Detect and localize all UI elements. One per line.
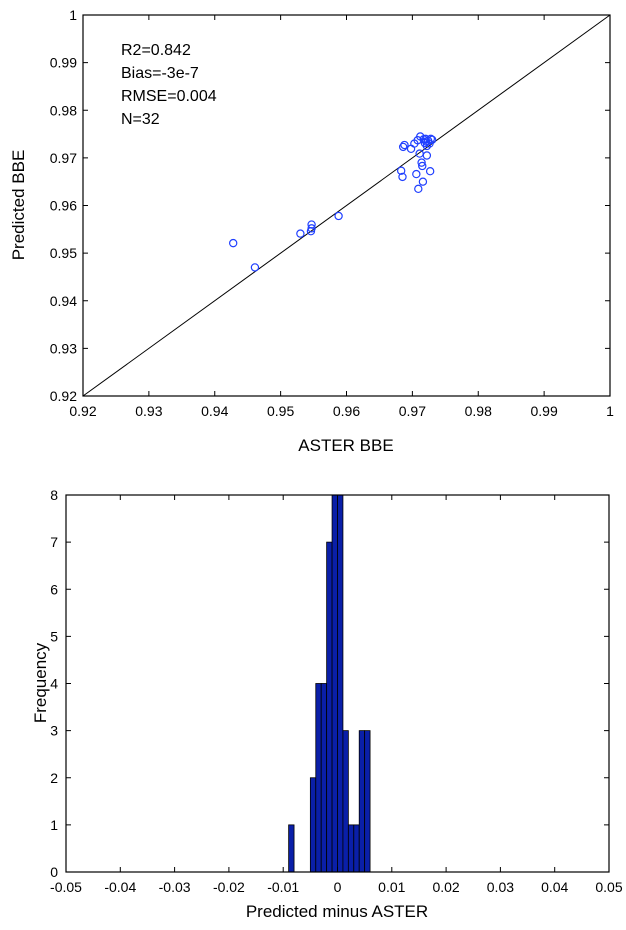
scatter-x-tick-label: 0.93 [135,403,162,419]
scatter-point [418,161,427,171]
scatter-y-tick-label: 0.95 [50,245,77,261]
scatter-y-tick-label: 0.97 [50,150,77,166]
scatter-x-axis-label: ASTER BBE [298,436,393,455]
stats-annotation-line: R2=0.842 [121,42,191,59]
scatter-point [250,263,260,272]
scatter-y-tick-label: 1 [69,7,77,23]
histogram-y-axis-label: Frequency [31,642,50,723]
scatter-point [425,167,435,176]
histogram-bar [347,824,355,873]
histogram-bar [353,824,360,873]
histogram-bar [342,730,349,873]
histogram-bar [309,777,317,873]
scatter-x-tick-label: 1 [606,403,614,419]
histogram-y-tick-label: 5 [50,628,58,644]
histogram-y-tick-label: 3 [50,723,58,739]
histogram-chart: -0.05 -0.04 -0.03 -0.02 -0.01 0 0.01 0.02 0.03 0.… [31,487,623,921]
histogram-x-tick-label: 0 [334,879,342,895]
stats-annotation-line: RMSE=0.004 [121,88,217,105]
scatter-y-tick-label: 0.98 [50,102,77,118]
one-to-one-line [82,14,611,397]
scatter-point [398,172,407,182]
scatter-x-tick-label: 0.95 [267,403,294,419]
histogram-y-ticks: 0 1 2 3 4 5 6 7 8 [50,487,609,880]
scatter-y-axis-label: Predicted BBE [9,150,28,261]
histogram-x-tick-label: 0.04 [541,879,568,895]
scatter-point [422,141,432,151]
histogram-y-tick-label: 0 [50,864,58,880]
histogram-x-axis-label: Predicted minus ASTER [246,902,428,921]
histogram-x-tick-label: -0.02 [213,879,245,895]
scatter-point [334,211,343,221]
histogram-y-tick-label: 4 [50,676,58,692]
histogram-y-tick-label: 6 [50,581,58,597]
histogram-bar [331,494,338,873]
histogram-x-tick-label: 0.02 [432,879,459,895]
histogram-y-tick-label: 2 [50,770,58,786]
histogram-bar [315,683,322,873]
scatter-point [296,229,305,238]
histogram-bar [320,683,328,873]
scatter-x-tick-label: 0.92 [69,403,96,419]
scatter-x-tick-label: 0.97 [399,403,426,419]
scatter-point [414,184,423,194]
histogram-y-tick-label: 8 [50,487,58,503]
histogram-bar [337,494,344,873]
scatter-point [422,151,432,160]
histogram-x-tick-label: -0.04 [104,879,136,895]
histogram-x-tick-label: -0.05 [50,879,82,895]
scatter-y-tick-label: 0.94 [50,293,77,309]
one-to-one-line-path [82,14,611,397]
scatter-x-tick-label: 0.96 [333,403,360,419]
scatter-point [417,158,426,167]
histogram-x-ticks: -0.05 -0.04 -0.03 -0.02 -0.01 0 0.01 0.02 0.03 0.… [50,495,623,895]
scatter-point [415,149,424,158]
scatter-points [228,132,437,272]
histogram-y-tick-label: 7 [50,534,58,550]
scatter-y-tick-label: 0.96 [50,198,77,214]
scatter-point [307,224,316,233]
scatter-chart: 0.92 0.93 0.94 0.95 0.96 0.97 0.98 0.99 1 0.920.… [9,7,614,455]
histogram-x-tick-label: 0.05 [595,879,622,895]
scatter-point [398,142,408,152]
scatter-x-tick-label: 0.94 [201,403,228,419]
stats-annotations: R2=0.842 Bias=-3e-7 RMSE=0.004 N=32 [121,42,217,128]
scatter-point [406,144,416,154]
histogram-bar [364,730,371,873]
scatter-point [427,135,437,144]
scatter-y-tick-label: 0.99 [50,55,77,71]
scatter-point [400,140,409,150]
scatter-x-tick-label: 0.99 [531,403,558,419]
histogram-x-tick-label: 0.01 [378,879,405,895]
histogram-x-tick-label: 0.03 [487,879,514,895]
scatter-y-tick-label: 0.92 [50,388,77,404]
histogram-x-tick-label: -0.03 [159,879,191,895]
histogram-bar [326,541,333,873]
histogram-bars [288,494,371,873]
scatter-point [426,134,436,144]
scatter-point [396,166,406,175]
scatter-point [228,238,238,248]
stats-annotation-line: N=32 [121,111,160,128]
scatter-point [412,169,421,179]
scatter-point [307,220,316,229]
stats-annotation-line: Bias=-3e-7 [121,65,199,82]
scatter-y-ticks: 0.92 0.93 0.94 0.95 0.96 0.97 0.98 0.99 1 [50,7,610,404]
histogram-x-tick-label: -0.01 [267,879,299,895]
histogram-bar [358,730,366,873]
scatter-point [418,177,428,186]
scatter-y-tick-label: 0.93 [50,340,77,356]
scatter-x-tick-label: 0.98 [465,403,492,419]
histogram-bar [288,824,295,873]
histogram-y-tick-label: 1 [50,817,58,833]
scatter-x-ticks: 0.92 0.93 0.94 0.95 0.96 0.97 0.98 0.99 1 [69,15,614,419]
